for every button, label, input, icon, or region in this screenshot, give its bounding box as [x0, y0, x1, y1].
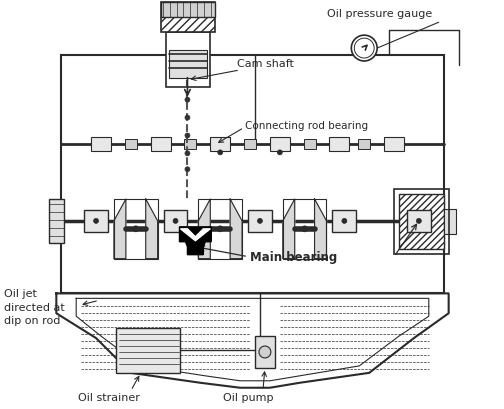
Text: Oil pressure gauge: Oil pressure gauge [328, 9, 433, 19]
Polygon shape [230, 200, 242, 259]
Circle shape [185, 98, 190, 103]
Circle shape [259, 346, 271, 358]
Bar [151, 138, 170, 152]
Polygon shape [180, 229, 210, 241]
Bar [161, 3, 215, 33]
Text: Cam shaft: Cam shaft [237, 59, 294, 69]
Bar [358, 140, 370, 150]
Bar [248, 211, 272, 232]
Bar [244, 140, 256, 150]
Text: Main bearing: Main bearing [250, 251, 337, 263]
Text: Connecting rod bearing: Connecting rod bearing [245, 120, 368, 130]
Bar [199, 200, 242, 259]
Circle shape [342, 219, 347, 224]
Polygon shape [179, 227, 211, 252]
Circle shape [351, 36, 377, 62]
Circle shape [218, 151, 223, 155]
Circle shape [354, 39, 374, 59]
Polygon shape [114, 200, 126, 259]
Bar [444, 209, 456, 234]
Bar [384, 138, 404, 152]
Bar [166, 33, 210, 88]
Text: Oil jet
directed at
dip on rod: Oil jet directed at dip on rod [4, 289, 65, 325]
Circle shape [185, 116, 190, 121]
Polygon shape [180, 229, 210, 255]
Circle shape [185, 134, 190, 139]
Bar [303, 140, 316, 150]
Polygon shape [146, 200, 158, 259]
Bar [394, 190, 449, 254]
Bar [270, 138, 290, 152]
Bar [184, 140, 197, 150]
Bar [84, 211, 108, 232]
Circle shape [416, 219, 421, 224]
Bar [49, 200, 65, 243]
Circle shape [185, 151, 190, 157]
Bar [91, 138, 111, 152]
Circle shape [173, 219, 178, 224]
Polygon shape [283, 200, 295, 259]
Polygon shape [314, 200, 327, 259]
Text: Oil pump: Oil pump [223, 392, 273, 402]
Circle shape [133, 226, 139, 232]
Bar [61, 56, 444, 294]
Circle shape [277, 151, 282, 155]
Bar [283, 200, 327, 259]
Bar [399, 195, 444, 249]
Bar [168, 51, 207, 79]
Bar [255, 336, 275, 368]
Circle shape [185, 167, 190, 172]
Circle shape [217, 226, 223, 232]
Bar [125, 140, 137, 150]
Circle shape [94, 219, 99, 224]
Bar [407, 211, 431, 232]
Circle shape [258, 219, 263, 224]
Bar [114, 200, 158, 259]
Circle shape [302, 226, 307, 232]
Text: Oil strainer: Oil strainer [78, 392, 140, 402]
Bar [164, 211, 187, 232]
Bar [116, 328, 180, 373]
Polygon shape [199, 200, 210, 259]
Bar [333, 211, 356, 232]
Bar [210, 138, 230, 152]
Polygon shape [56, 294, 449, 388]
Bar [161, 3, 215, 18]
Bar [330, 138, 349, 152]
